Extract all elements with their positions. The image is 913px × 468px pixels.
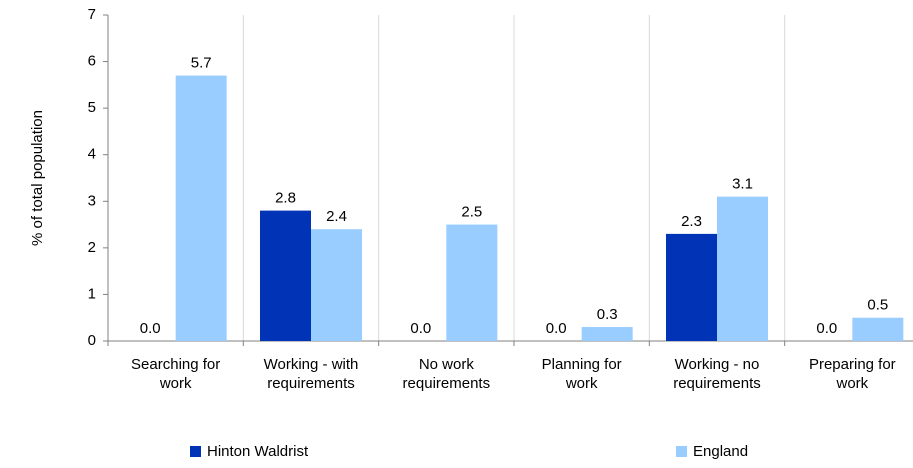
x-tick-label: Working - with requirements xyxy=(264,356,359,392)
x-tick-label-line: Working - no xyxy=(675,356,760,373)
legend-label: Hinton Waldrist xyxy=(207,443,309,460)
bar xyxy=(666,233,717,341)
y-tick-label: 7 xyxy=(88,6,96,23)
legend-swatch xyxy=(190,446,201,457)
x-tick-label-line: Working - with xyxy=(264,356,359,373)
x-tick-label-line: No work xyxy=(419,356,475,373)
data-label: 2.3 xyxy=(681,213,702,230)
y-tick-label: 3 xyxy=(88,192,96,209)
y-tick-label: 0 xyxy=(88,332,96,349)
data-label: 5.7 xyxy=(191,55,212,72)
x-tick-label: Working - no requirements xyxy=(673,356,761,392)
y-axis-label: % of total population xyxy=(29,110,46,246)
data-label: 0.0 xyxy=(816,320,837,337)
bar xyxy=(717,196,768,341)
data-label: 2.4 xyxy=(326,208,347,225)
x-tick-label-line: requirements xyxy=(673,375,761,392)
y-tick-label: 1 xyxy=(88,285,96,302)
y-tick-label: 2 xyxy=(88,239,96,256)
y-tick-label: 6 xyxy=(88,53,96,70)
x-tick-label: No work requirements xyxy=(403,356,491,392)
bar xyxy=(581,327,633,341)
x-tick-label-line: requirements xyxy=(267,375,355,392)
bar xyxy=(311,229,362,341)
bar xyxy=(852,317,904,341)
data-label: 2.8 xyxy=(275,190,296,207)
legend-swatch xyxy=(676,446,687,457)
x-tick-label: Planning for work xyxy=(542,356,622,392)
x-tick-label-line: requirements xyxy=(403,375,491,392)
data-label: 0.0 xyxy=(140,320,161,337)
bar xyxy=(260,210,311,341)
x-tick-label-line: Planning for xyxy=(542,356,622,373)
x-tick-label: Searching for work xyxy=(131,356,220,392)
y-tick-label: 4 xyxy=(88,146,96,163)
data-label: 0.0 xyxy=(410,320,431,337)
y-tick-label: 5 xyxy=(88,99,96,116)
x-tick-label: Preparing for work xyxy=(809,356,896,392)
legend-label: England xyxy=(693,443,748,460)
data-label: 0.0 xyxy=(546,320,567,337)
x-tick-label-line: work xyxy=(835,375,868,392)
x-tick-label-line: Searching for xyxy=(131,356,220,373)
bar xyxy=(446,224,498,341)
data-label: 0.5 xyxy=(867,297,888,314)
x-tick-label-line: work xyxy=(159,375,192,392)
data-label: 3.1 xyxy=(732,176,753,193)
bar xyxy=(175,75,227,342)
x-tick-label-line: Preparing for xyxy=(809,356,896,373)
x-tick-label-line: work xyxy=(565,375,598,392)
data-label: 2.5 xyxy=(461,204,482,221)
data-label: 0.3 xyxy=(597,306,618,323)
